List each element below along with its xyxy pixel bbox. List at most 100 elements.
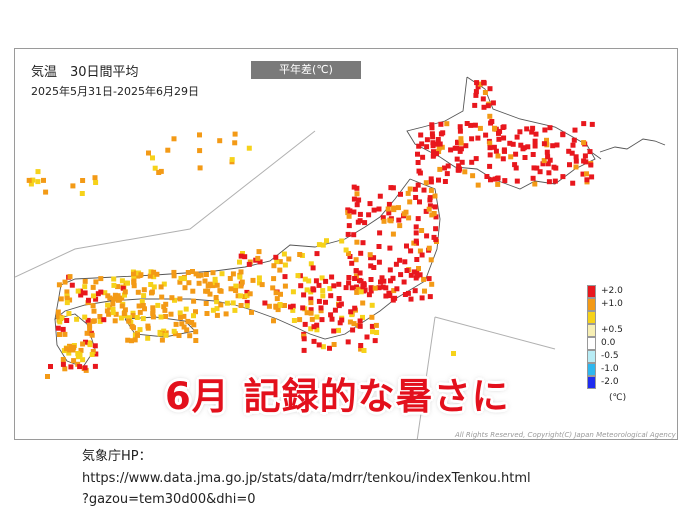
source-query[interactable]: ?gazou=tem30d00&dhi=0 xyxy=(82,492,256,507)
station-marker xyxy=(240,251,245,256)
station-marker xyxy=(92,343,98,349)
station-marker xyxy=(239,279,245,285)
station-marker xyxy=(413,195,419,200)
station-marker xyxy=(430,143,436,149)
legend-row: +1.0 xyxy=(587,298,637,311)
station-marker xyxy=(358,278,364,284)
station-marker xyxy=(246,145,252,151)
station-marker xyxy=(397,257,403,263)
station-marker xyxy=(247,291,253,297)
station-marker xyxy=(360,283,366,289)
station-marker xyxy=(487,86,493,92)
station-marker xyxy=(314,322,320,328)
station-marker xyxy=(406,215,412,221)
station-marker xyxy=(89,352,95,357)
station-marker xyxy=(544,137,549,143)
station-marker xyxy=(110,306,116,312)
station-marker xyxy=(429,122,435,128)
station-marker xyxy=(433,226,439,232)
station-marker xyxy=(545,161,551,167)
source-url[interactable]: https://www.data.jma.go.jp/stats/data/md… xyxy=(82,470,531,486)
station-marker xyxy=(573,158,579,164)
station-marker xyxy=(358,289,364,295)
station-marker xyxy=(323,299,328,305)
station-marker xyxy=(531,165,537,171)
station-marker xyxy=(481,104,487,110)
station-marker xyxy=(397,223,403,229)
station-marker xyxy=(422,288,427,294)
station-marker xyxy=(416,266,421,271)
station-marker xyxy=(102,290,108,296)
station-marker xyxy=(500,156,506,162)
station-marker xyxy=(398,272,404,278)
station-marker xyxy=(530,175,536,181)
station-marker xyxy=(369,323,375,329)
station-marker xyxy=(530,152,536,157)
station-marker xyxy=(387,245,393,251)
station-marker xyxy=(458,140,464,146)
station-marker xyxy=(171,269,177,275)
station-marker xyxy=(298,283,304,289)
station-marker xyxy=(542,127,548,133)
station-marker xyxy=(532,181,538,187)
station-marker xyxy=(403,209,409,215)
station-marker xyxy=(90,303,96,309)
station-marker xyxy=(256,249,262,255)
mode-badge[interactable]: 平年差(℃) xyxy=(251,61,361,79)
station-marker xyxy=(56,282,62,288)
station-marker xyxy=(299,253,305,258)
station-marker xyxy=(415,182,421,188)
station-marker xyxy=(28,181,34,187)
station-markers xyxy=(26,79,595,379)
color-legend: +2.0 +1.0 +0.5 0.0 -0.5 -1.0 -2.0 xyxy=(587,285,637,389)
station-marker xyxy=(122,289,128,295)
station-marker xyxy=(348,309,354,315)
station-marker xyxy=(93,296,99,302)
legend-label: +2.0 xyxy=(601,286,623,296)
station-marker xyxy=(301,347,307,353)
station-marker xyxy=(357,218,363,224)
station-marker xyxy=(64,346,69,352)
station-marker xyxy=(55,313,61,319)
station-marker xyxy=(347,319,353,325)
station-marker xyxy=(369,302,375,308)
station-marker xyxy=(429,281,435,287)
station-marker xyxy=(203,272,209,277)
legend-swatch xyxy=(587,376,596,389)
station-marker xyxy=(301,336,307,342)
station-marker xyxy=(191,313,196,319)
station-marker xyxy=(354,202,360,208)
station-marker xyxy=(502,178,508,184)
station-marker xyxy=(55,325,61,331)
station-marker xyxy=(152,165,158,171)
station-marker xyxy=(224,300,230,306)
station-marker xyxy=(106,311,112,317)
station-marker xyxy=(301,333,307,339)
station-marker xyxy=(193,271,199,277)
station-marker xyxy=(310,286,316,292)
station-marker xyxy=(173,321,179,327)
legend-swatch xyxy=(587,285,596,298)
station-marker xyxy=(92,175,98,181)
station-marker xyxy=(360,300,366,306)
station-marker xyxy=(554,142,560,148)
station-marker xyxy=(347,208,353,214)
station-marker xyxy=(48,364,53,369)
station-marker xyxy=(171,136,177,142)
legend-label: +0.5 xyxy=(601,325,623,335)
station-marker xyxy=(158,314,164,320)
station-marker xyxy=(457,148,463,154)
station-marker xyxy=(546,170,552,176)
station-marker xyxy=(364,334,370,340)
station-marker xyxy=(366,212,372,218)
station-marker xyxy=(416,143,422,149)
station-marker xyxy=(411,269,417,275)
station-marker xyxy=(370,329,375,335)
station-marker xyxy=(250,277,256,283)
map-period: 2025年5月31日-2025年6月29日 xyxy=(31,85,199,98)
station-marker xyxy=(66,350,72,356)
legend-row: +0.5 xyxy=(587,324,637,337)
station-marker xyxy=(238,269,244,275)
station-marker xyxy=(418,132,424,138)
station-marker xyxy=(150,305,156,311)
